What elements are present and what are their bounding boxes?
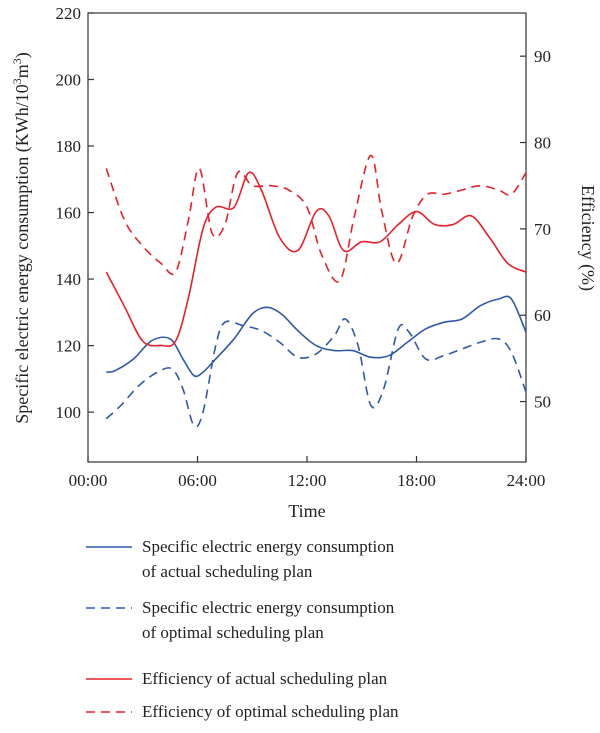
right-tick-label: 60 bbox=[534, 306, 551, 325]
left-axis-title: Specific electric energy consumption (KW… bbox=[10, 52, 33, 424]
left-tick-label: 200 bbox=[56, 71, 82, 90]
series-line-3 bbox=[105, 171, 527, 348]
left-axis: 100 120 140 160 180 200 220 bbox=[56, 4, 94, 422]
left-tick-label: 120 bbox=[56, 337, 82, 356]
x-tick-label: 00:00 bbox=[69, 471, 108, 490]
plot-frame bbox=[87, 12, 527, 463]
left-tick-label: 140 bbox=[56, 270, 82, 289]
right-tick-label: 90 bbox=[534, 47, 551, 66]
left-tick-label: 220 bbox=[56, 4, 82, 23]
legend-label-4: Efficiency of optimal scheduling plan bbox=[142, 702, 399, 721]
left-tick-label: 160 bbox=[56, 204, 82, 223]
right-axis-title: Efficiency (%) bbox=[577, 185, 598, 291]
legend-label-3: Efficiency of actual scheduling plan bbox=[142, 669, 388, 688]
legend: Specific electric energy consumption of a… bbox=[86, 537, 399, 721]
right-axis: 50 60 70 80 90 bbox=[520, 47, 551, 412]
left-tick-label: 180 bbox=[56, 137, 82, 156]
series-line-1 bbox=[106, 295, 527, 378]
right-tick-label: 50 bbox=[534, 393, 551, 412]
legend-label-1: of actual scheduling plan bbox=[142, 562, 313, 581]
x-tick-label: 18:00 bbox=[397, 471, 436, 490]
left-tick-label: 100 bbox=[56, 403, 82, 422]
right-tick-label: 80 bbox=[534, 134, 551, 153]
right-tick-label: 70 bbox=[534, 220, 551, 239]
series-line-2 bbox=[105, 318, 527, 428]
x-axis-title: Time bbox=[288, 501, 325, 521]
legend-label-2: Specific electric energy consumption bbox=[142, 598, 395, 617]
x-axis: 00:00 06:00 12:00 18:00 24:00 bbox=[69, 456, 546, 490]
legend-label-2: of optimal scheduling plan bbox=[142, 623, 324, 642]
legend-label-1: Specific electric energy consumption bbox=[142, 537, 395, 556]
x-tick-label: 12:00 bbox=[288, 471, 327, 490]
x-tick-label: 06:00 bbox=[178, 471, 217, 490]
x-tick-label: 24:00 bbox=[507, 471, 546, 490]
series-layer bbox=[105, 154, 527, 428]
